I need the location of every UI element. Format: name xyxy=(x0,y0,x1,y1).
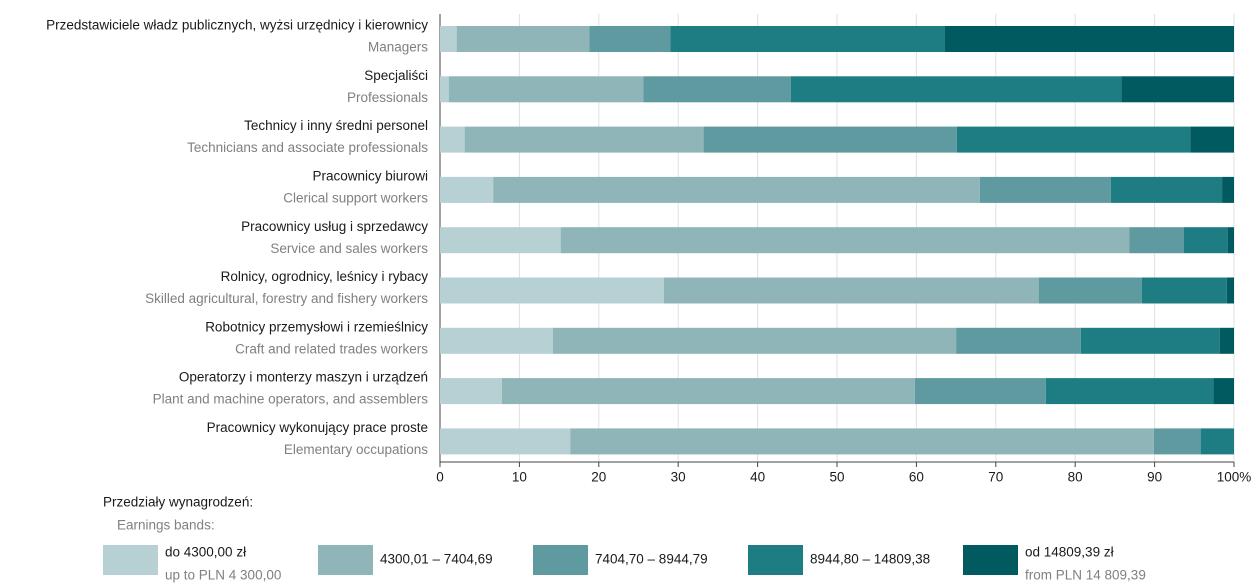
bar-segment xyxy=(1080,327,1220,354)
bar-segment xyxy=(493,176,980,203)
bar-segment xyxy=(1183,227,1228,254)
category-label: Przedstawiciele władz publicznych, wyżsi… xyxy=(46,18,428,33)
x-tick-label: 30 xyxy=(671,470,686,485)
x-tick-label: 0 xyxy=(436,470,444,485)
bar-segment xyxy=(501,378,915,405)
bar-segment xyxy=(570,428,1154,455)
bar-segment xyxy=(456,26,590,52)
bar-segment xyxy=(589,26,671,52)
x-tick-label: 10 xyxy=(512,470,527,485)
bar-segment xyxy=(448,76,644,103)
category-label: Pracownicy wykonujący prace proste xyxy=(207,420,428,435)
bar-segment xyxy=(914,378,1046,405)
bar-segment xyxy=(440,176,494,203)
legend-label: 7404,70 – 8944,79 xyxy=(595,552,708,567)
category-label-en: Plant and machine operators, and assembl… xyxy=(153,392,429,407)
legend-label: 4300,01 – 7404,69 xyxy=(380,552,493,567)
category-label: Pracownicy biurowi xyxy=(312,168,428,183)
bar-segment xyxy=(944,26,1234,52)
x-tick-label: 50 xyxy=(829,470,844,485)
bar-segment xyxy=(440,126,465,153)
category-label-en: Managers xyxy=(368,40,428,55)
x-tick-label: 100% xyxy=(1217,470,1252,485)
bar-segment xyxy=(440,277,664,304)
bar-segment xyxy=(956,126,1191,153)
category-label-en: Skilled agricultural, forestry and fishe… xyxy=(145,291,428,306)
bar-segment xyxy=(552,327,957,354)
legend-label: do 4300,00 zł xyxy=(165,545,246,560)
bar-segment xyxy=(979,176,1111,203)
legend-swatch xyxy=(103,545,158,575)
x-tick-label: 40 xyxy=(750,470,765,485)
legend-label-en: up to PLN 4 300,00 xyxy=(165,568,281,583)
legend-label: od 14809,39 zł xyxy=(1025,545,1114,560)
bar-segment xyxy=(1213,378,1234,405)
bar-segment xyxy=(440,327,553,354)
category-label: Robotnicy przemysłowi i rzemieślnicy xyxy=(205,319,428,334)
x-tick-label: 70 xyxy=(988,470,1003,485)
bar-segment xyxy=(1190,126,1234,153)
bar-segment xyxy=(1227,227,1234,254)
category-label-en: Professionals xyxy=(347,90,428,105)
category-label: Rolnicy, ogrodnicy, leśnicy i rybacy xyxy=(221,269,429,284)
legend-label-en: from PLN 14 809,39 xyxy=(1025,568,1146,583)
bar-segment xyxy=(1219,327,1234,354)
category-label: Technicy i inny średni personel xyxy=(244,118,428,133)
legend-swatch xyxy=(533,545,588,575)
category-label: Specjaliści xyxy=(364,68,428,83)
category-label-en: Technicians and associate professionals xyxy=(187,140,428,155)
category-label-en: Clerical support workers xyxy=(283,190,428,205)
bar-segment xyxy=(1038,277,1142,304)
x-tick-label: 80 xyxy=(1068,470,1083,485)
bar-segment xyxy=(440,76,449,103)
bar-segment xyxy=(440,428,571,455)
bar-segment xyxy=(1226,277,1234,304)
bar-segment xyxy=(440,26,457,52)
x-tick-label: 90 xyxy=(1147,470,1162,485)
x-tick-label: 20 xyxy=(591,470,606,485)
legend-title-en: Earnings bands: xyxy=(117,518,215,533)
bar-segment xyxy=(560,227,1130,254)
bar-segment xyxy=(1222,176,1234,203)
category-label-en: Craft and related trades workers xyxy=(235,341,428,356)
bar-segment xyxy=(956,327,1081,354)
category-label-en: Service and sales workers xyxy=(270,241,428,256)
bar-segment xyxy=(1141,277,1227,304)
bar-segment xyxy=(1129,227,1184,254)
bar-segment xyxy=(1045,378,1214,405)
legend-title: Przedziały wynagrodzeń: xyxy=(103,495,253,510)
bar-segment xyxy=(1121,76,1234,103)
bar-segment xyxy=(440,227,561,254)
legend-swatch xyxy=(318,545,373,575)
bar-segment xyxy=(440,378,502,405)
x-tick-label: 60 xyxy=(909,470,924,485)
legend-label: 8944,80 – 14809,38 xyxy=(810,552,930,567)
bar-segment xyxy=(1110,176,1223,203)
legend-swatch xyxy=(963,545,1018,575)
bar-segment xyxy=(464,126,704,153)
bar-segment xyxy=(1200,428,1234,455)
category-label: Pracownicy usług i sprzedawcy xyxy=(241,219,428,234)
bar-segment xyxy=(1153,428,1201,455)
bar-segment xyxy=(703,126,957,153)
bar-segment xyxy=(663,277,1039,304)
category-label-en: Elementary occupations xyxy=(284,442,428,457)
legend-swatch xyxy=(748,545,803,575)
bar-segment xyxy=(670,26,945,52)
bar-segment xyxy=(790,76,1122,103)
bar-segment xyxy=(643,76,791,103)
category-label: Operatorzy i monterzy maszyn i urządzeń xyxy=(179,370,428,385)
